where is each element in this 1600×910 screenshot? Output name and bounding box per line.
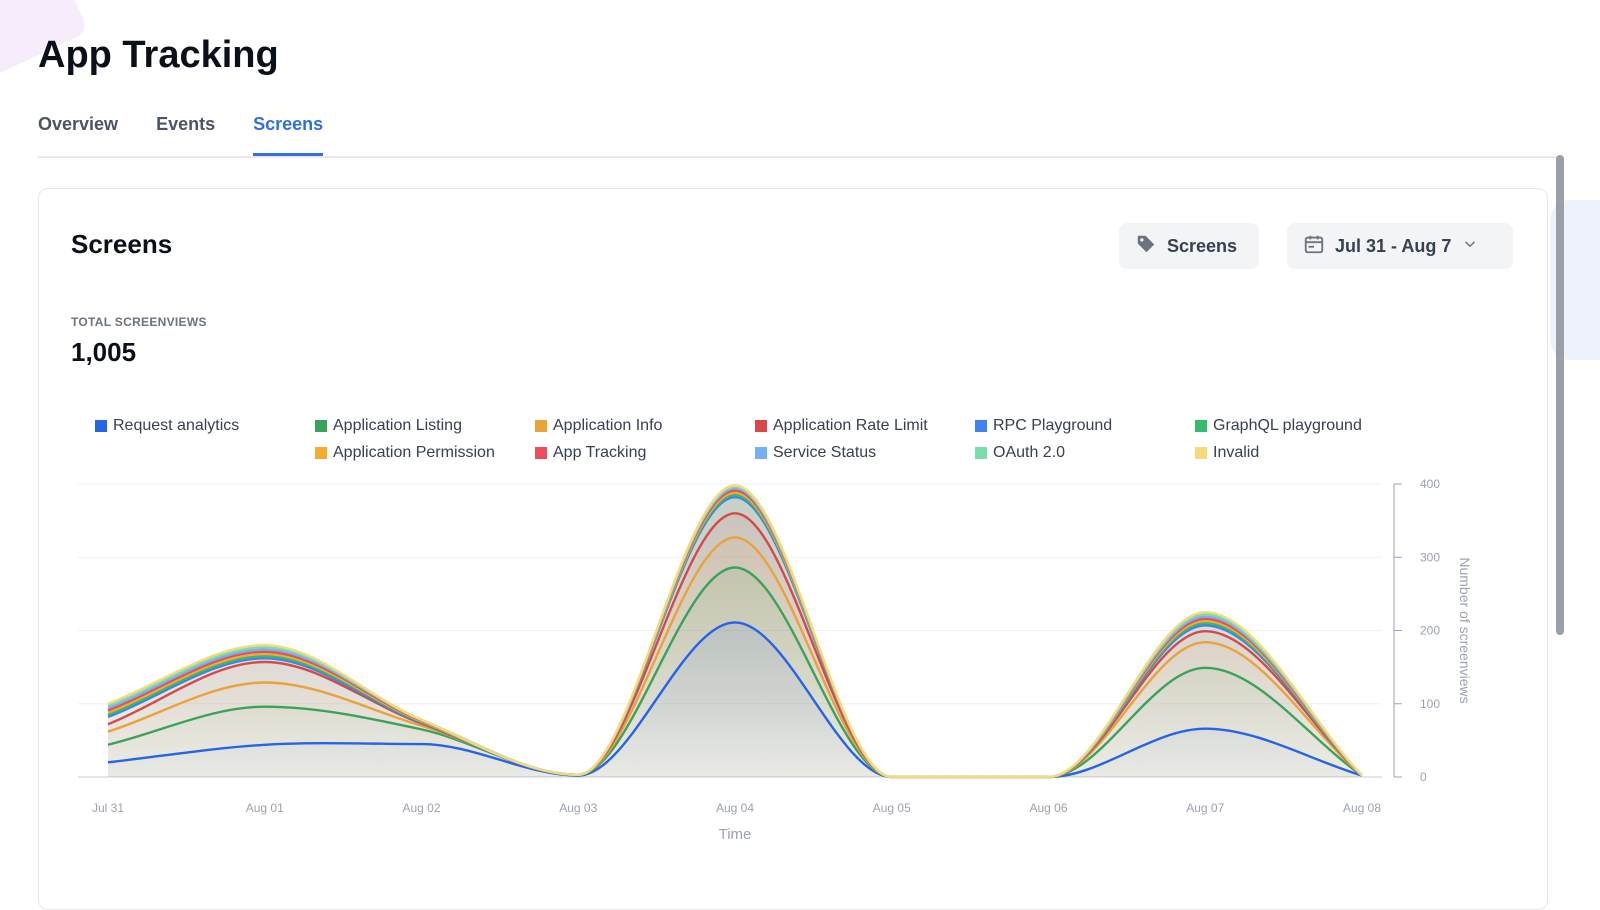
legend-swatch: [755, 420, 767, 432]
legend-item[interactable]: Application Listing: [315, 417, 462, 435]
x-tick-label: Aug 05: [873, 801, 911, 815]
legend-label: Request analytics: [113, 417, 240, 434]
legend-item[interactable]: GraphQL playground: [1195, 417, 1362, 435]
x-tick-label: Aug 01: [246, 801, 284, 815]
total-screenviews-label: TOTAL SCREENVIEWS: [71, 315, 207, 329]
calendar-icon: [1303, 233, 1325, 260]
series-line: [107, 484, 1363, 779]
y-tick-label: 300: [1420, 550, 1440, 564]
chevron-down-icon: [1461, 235, 1479, 258]
screenviews-chart: 0 100 200 300 400 Number of screenviews Jul 31…: [78, 477, 1473, 843]
legend-item[interactable]: Application Rate Limit: [755, 417, 928, 435]
legend-swatch: [975, 447, 987, 459]
page-title: App Tracking: [38, 34, 279, 76]
scrollbar[interactable]: [1556, 155, 1564, 635]
screens-card: Screens Screens Jul 31 - Aug 7: [38, 188, 1548, 910]
y-tick-label: 100: [1420, 697, 1440, 711]
card-title: Screens: [71, 229, 173, 259]
legend-item[interactable]: Application Info: [535, 417, 662, 435]
date-range-button[interactable]: Jul 31 - Aug 7: [1287, 223, 1513, 269]
legend-label: Application Listing: [333, 417, 462, 434]
legend-swatch: [975, 420, 987, 432]
legend-label: App Tracking: [553, 444, 647, 461]
tab-events[interactable]: Events: [156, 114, 216, 134]
x-axis-label: Time: [719, 826, 752, 843]
x-tick-label: Aug 02: [402, 801, 440, 815]
legend-swatch: [755, 447, 767, 459]
x-tick-label: Aug 06: [1029, 801, 1067, 815]
legend-label: RPC Playground: [993, 417, 1113, 434]
x-tick-label: Aug 08: [1343, 801, 1381, 815]
legend-label: Invalid: [1213, 444, 1260, 461]
legend-item[interactable]: OAuth 2.0: [975, 444, 1065, 462]
x-tick-label: Aug 03: [559, 801, 597, 815]
legend-label: Application Info: [553, 417, 663, 434]
legend-item[interactable]: Service Status: [755, 444, 876, 462]
screens-filter-label: Screens: [1167, 235, 1238, 256]
legend-label: Service Status: [773, 444, 877, 461]
tab-screens[interactable]: Screens: [253, 110, 324, 156]
legend-item[interactable]: Invalid: [1195, 444, 1259, 462]
series-area: [108, 622, 1362, 777]
legend-item[interactable]: App Tracking: [535, 444, 646, 462]
y-tick-label: 400: [1420, 477, 1440, 491]
x-tick-label: Aug 07: [1186, 801, 1224, 815]
series-line: [107, 566, 1363, 779]
legend-item[interactable]: Application Permission: [315, 444, 495, 462]
total-screenviews-value: 1,005: [71, 337, 137, 367]
x-tick-label: Jul 31: [92, 801, 124, 815]
tag-icon: [1135, 233, 1157, 260]
legend-label: Application Permission: [333, 444, 495, 461]
tab-bar: Overview Events Screens: [38, 110, 1560, 158]
legend-label: GraphQL playground: [1213, 417, 1362, 434]
chart-legend: Request analytics Application Listing Appl…: [95, 417, 1435, 477]
legend-swatch: [535, 420, 547, 432]
series-line: [107, 512, 1363, 779]
date-range-label: Jul 31 - Aug 7: [1335, 235, 1452, 256]
legend-swatch: [315, 447, 327, 459]
legend-swatch: [1195, 420, 1207, 432]
x-tick-label: Aug 04: [716, 801, 754, 815]
legend-item[interactable]: Request analytics: [95, 417, 239, 435]
series-line: [107, 536, 1363, 779]
legend-swatch: [95, 420, 107, 432]
legend-swatch: [535, 447, 547, 459]
legend-label: OAuth 2.0: [993, 444, 1066, 461]
legend-label: Application Rate Limit: [773, 417, 928, 434]
y-axis-label: Number of screenviews: [1457, 557, 1473, 703]
series-line: [107, 621, 1363, 779]
y-tick-label: 0: [1420, 770, 1427, 784]
legend-item[interactable]: RPC Playground: [975, 417, 1112, 435]
screens-filter-button[interactable]: Screens: [1119, 223, 1259, 269]
y-tick-label: 200: [1420, 624, 1440, 638]
legend-swatch: [1195, 447, 1207, 459]
legend-swatch: [315, 420, 327, 432]
tab-overview[interactable]: Overview: [38, 114, 119, 134]
